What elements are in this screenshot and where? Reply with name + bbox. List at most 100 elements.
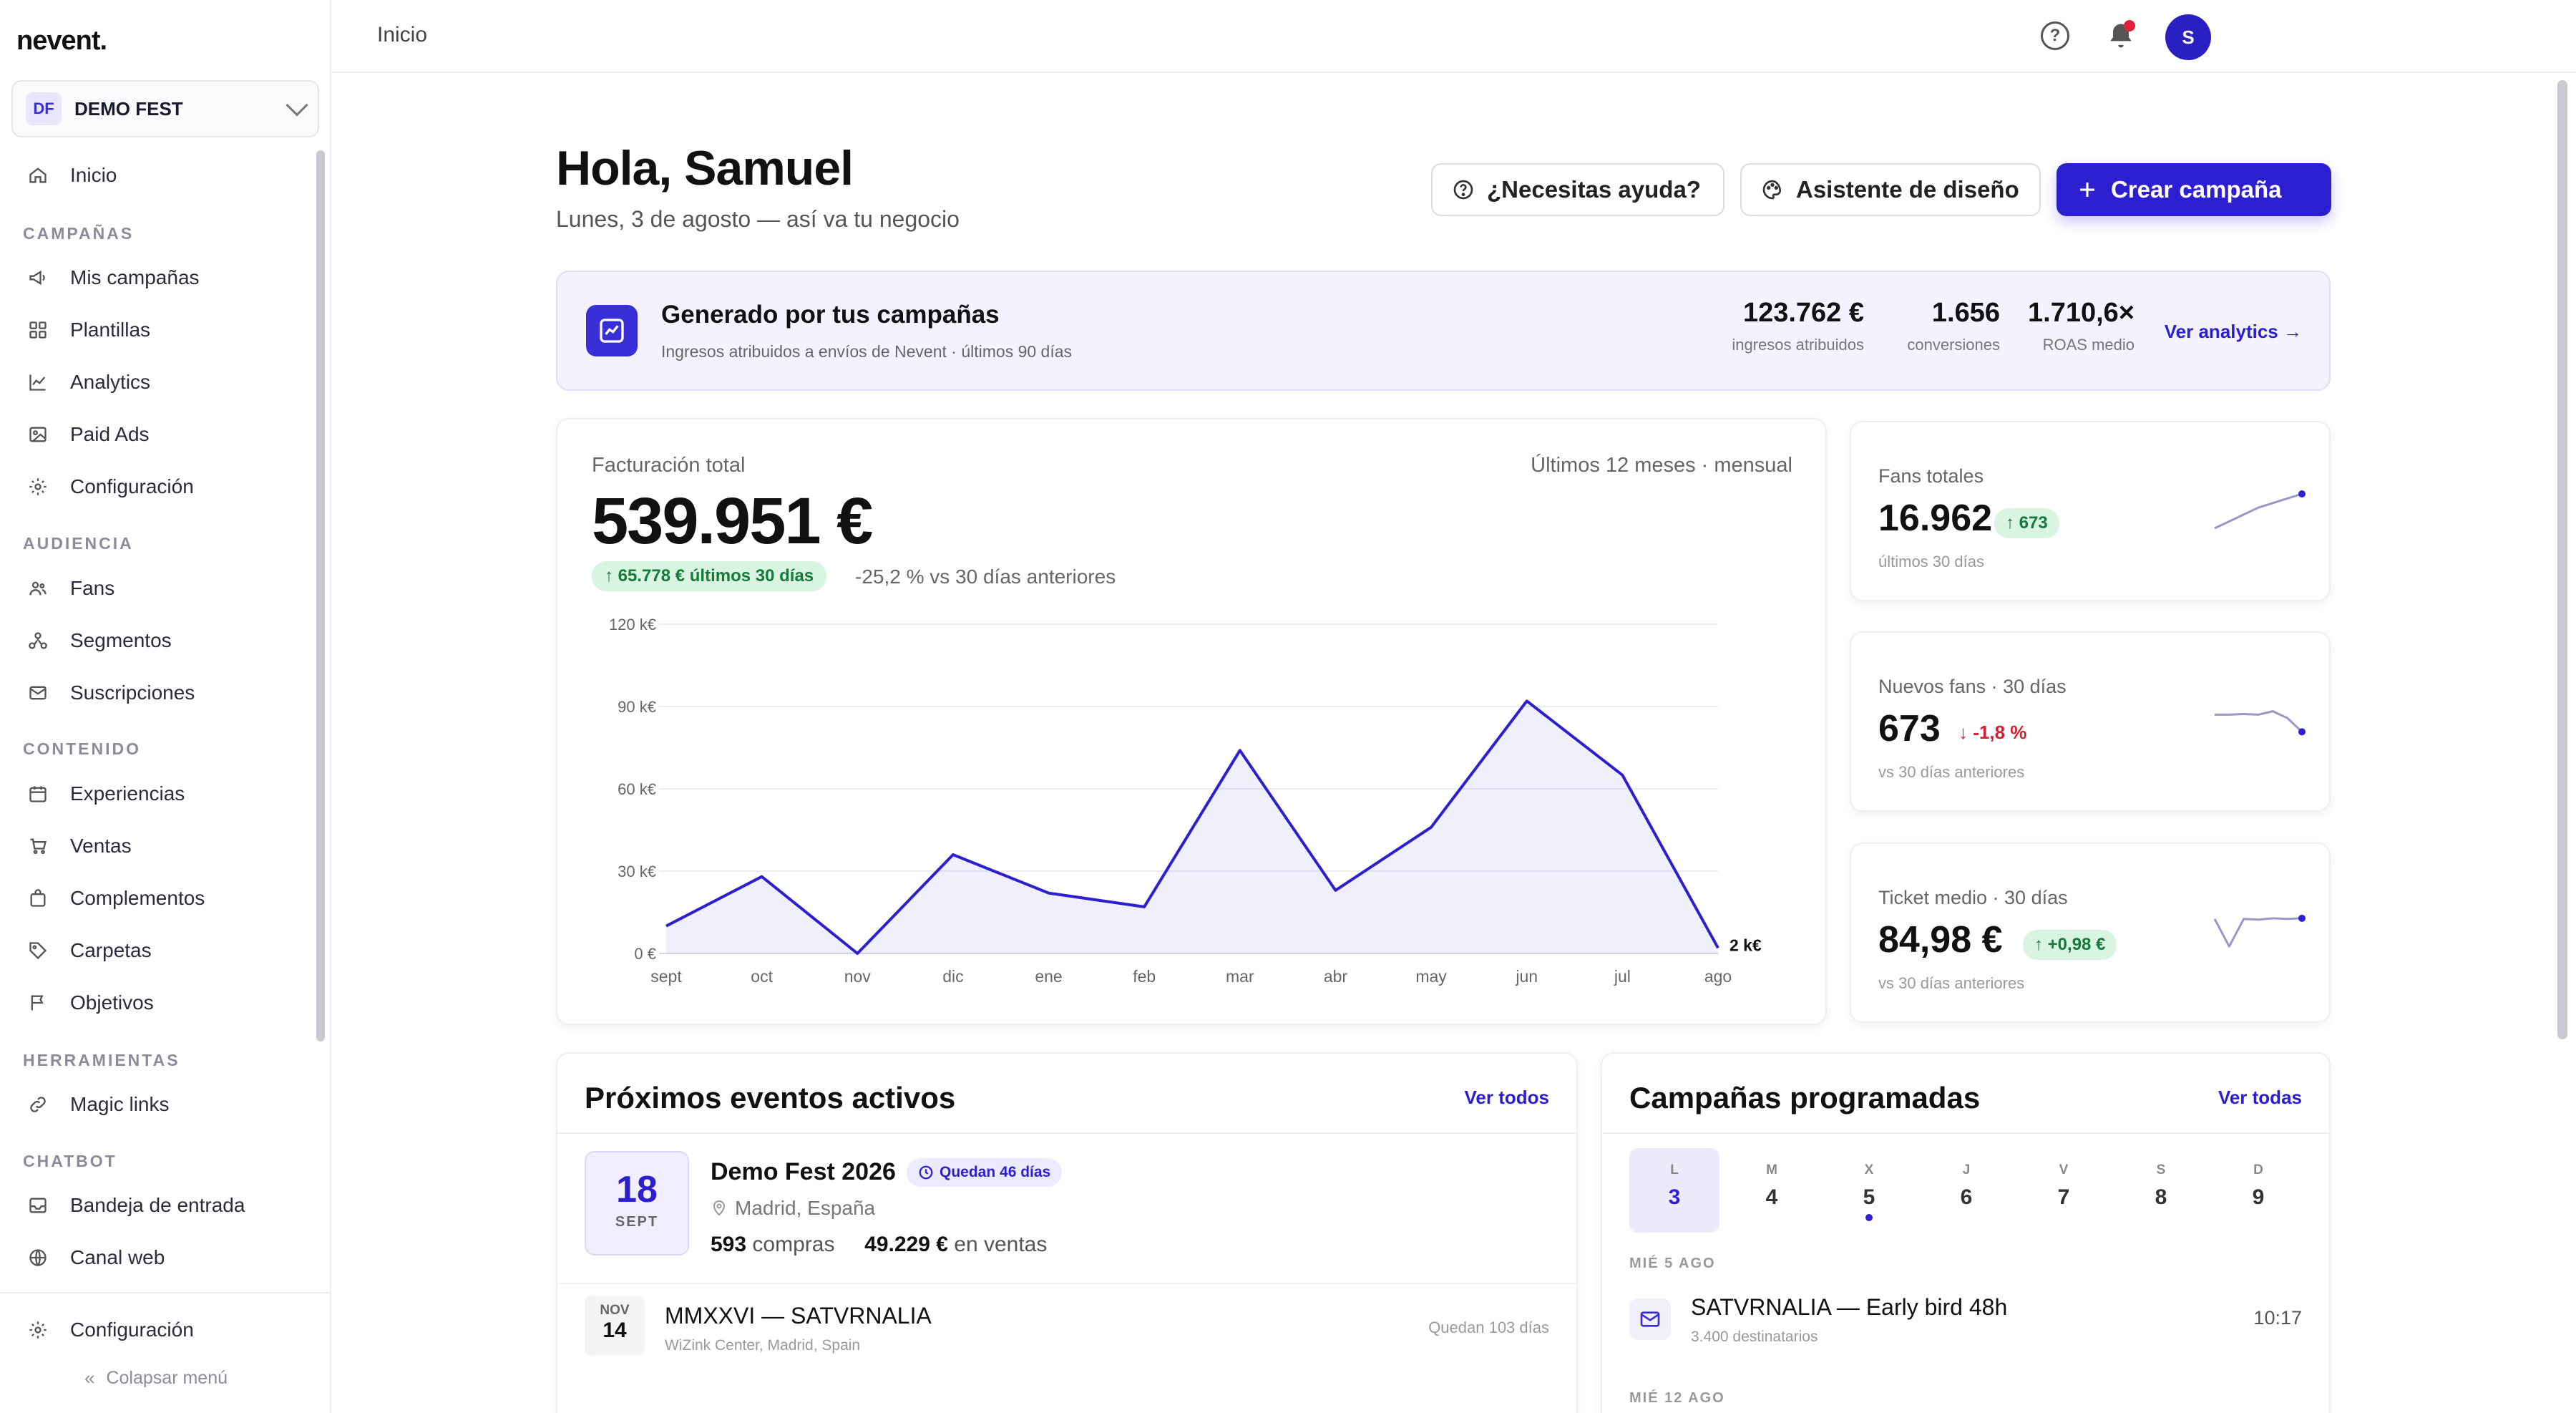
y-tick-label: 0 € bbox=[634, 945, 656, 963]
mail-icon bbox=[27, 682, 49, 704]
sidebar: nevent. DF DEMO FEST Inicio CAMPAÑAS Mis… bbox=[0, 0, 331, 1413]
stat-card-nuevos-fans: Nuevos fans · 30 días 673 ↓ -1,8 % vs 30… bbox=[1850, 631, 2331, 812]
design-button-label: Asistente de diseño bbox=[1796, 176, 2019, 203]
stat-card-fans: Fans totales 16.962 ↑ 673 últimos 30 día… bbox=[1850, 421, 2331, 601]
sidebar-item-label: Magic links bbox=[70, 1093, 170, 1115]
campaign-group-date: MIÉ 5 AGO bbox=[1629, 1256, 1716, 1271]
help-button[interactable]: ¿Necesitas ayuda? bbox=[1431, 163, 1724, 216]
sidebar-item-canal-web[interactable]: Canal web bbox=[11, 1236, 305, 1279]
create-campaign-button[interactable]: Crear campaña bbox=[2057, 163, 2331, 216]
sidebar-item-analytics[interactable]: Analytics bbox=[11, 361, 305, 404]
collapse-label: Colapsar menú bbox=[106, 1368, 228, 1388]
globe-icon bbox=[27, 1247, 49, 1268]
campaign-recipients: 3.400 destinatarios bbox=[1691, 1329, 1818, 1345]
ver-analytics-link[interactable]: Ver analytics → bbox=[2164, 321, 2302, 342]
sidebar-footer-configuracion[interactable]: Configuración bbox=[11, 1308, 305, 1351]
sidebar-item-objetivos[interactable]: Objetivos bbox=[11, 981, 305, 1024]
sidebar-item-label: Suscripciones bbox=[70, 681, 195, 704]
kpi-conversiones: 1.656 conversiones bbox=[1907, 298, 2000, 354]
sidebar-item-label: Bandeja de entrada bbox=[70, 1194, 245, 1216]
sidebar-item-carpetas[interactable]: Carpetas bbox=[11, 929, 305, 972]
main-scrollbar[interactable] bbox=[2557, 80, 2567, 1039]
bag-icon bbox=[27, 888, 49, 909]
x-tick-label: ene bbox=[1035, 967, 1062, 986]
sparkline bbox=[2215, 710, 2306, 736]
sidebar-item-segmentos[interactable]: Segmentos bbox=[11, 619, 305, 662]
segments-icon bbox=[27, 630, 49, 651]
event-name[interactable]: Demo Fest 2026 bbox=[711, 1158, 896, 1185]
users-icon bbox=[27, 578, 49, 599]
help-circle-icon bbox=[1451, 178, 1475, 202]
page-subtitle: Lunes, 3 de agosto — así va tu negocio bbox=[556, 206, 960, 232]
stat-value: 16.962 bbox=[1878, 497, 1993, 539]
sidebar-item-label: Complementos bbox=[70, 887, 205, 909]
sidebar-item-label: Experiencias bbox=[70, 782, 185, 805]
x-tick-label: may bbox=[1415, 967, 1447, 986]
clock-icon bbox=[919, 1165, 933, 1180]
event-day: 18 bbox=[616, 1169, 658, 1210]
revenue-period[interactable]: Últimos 12 meses · mensual bbox=[1531, 454, 1792, 477]
stat-label: Fans totales bbox=[1878, 465, 1984, 487]
sparkline-end-dot bbox=[2298, 728, 2306, 736]
sidebar-item-plantillas[interactable]: Plantillas bbox=[11, 309, 305, 351]
week-day-letter: L bbox=[1670, 1162, 1679, 1178]
sidebar-item-configuracion[interactable]: Configuración bbox=[11, 465, 305, 508]
sidebar-item-label: Inicio bbox=[70, 164, 117, 186]
sparkline bbox=[2213, 914, 2306, 948]
week-day-letter: J bbox=[1962, 1162, 1971, 1178]
design-assistant-button[interactable]: Asistente de diseño bbox=[1740, 163, 2041, 216]
x-tick-label: mar bbox=[1226, 967, 1254, 986]
sparkline-path bbox=[2215, 710, 2303, 733]
app-logo[interactable]: nevent. bbox=[16, 26, 107, 56]
sidebar-item-paid-ads[interactable]: Paid Ads bbox=[11, 413, 305, 456]
ver-todas-link[interactable]: Ver todas bbox=[2218, 1087, 2302, 1108]
grid-icon bbox=[27, 319, 49, 341]
campaign-name[interactable]: SATVRNALIA — Early bird 48h bbox=[1691, 1294, 2008, 1320]
section-chatbot: CHATBOT bbox=[23, 1152, 117, 1170]
ver-todos-link[interactable]: Ver todos bbox=[1464, 1087, 1549, 1108]
stat-label: Nuevos fans · 30 días bbox=[1878, 676, 2067, 697]
event-purchases-label: compras bbox=[752, 1233, 835, 1256]
sidebar-scrollbar[interactable] bbox=[316, 150, 325, 1041]
week-day-number: 6 bbox=[1960, 1185, 1973, 1209]
stat-sub: últimos 30 días bbox=[1878, 553, 1984, 570]
avatar[interactable]: S bbox=[2165, 14, 2211, 60]
sidebar-item-magic-links[interactable]: Magic links bbox=[11, 1083, 305, 1126]
sidebar-item-complementos[interactable]: Complementos bbox=[11, 877, 305, 920]
sidebar-item-inicio[interactable]: Inicio bbox=[11, 154, 305, 197]
week-day-letter: V bbox=[2059, 1162, 2069, 1178]
help-button-label: ¿Necesitas ayuda? bbox=[1487, 176, 1701, 203]
event-name[interactable]: MMXXVI — SATVRNALIA bbox=[665, 1303, 932, 1329]
scheduled-dot bbox=[1865, 1214, 1873, 1221]
kpi-label: conversiones bbox=[1907, 336, 2000, 354]
event-purchases: 593 bbox=[711, 1233, 747, 1256]
events-card: Próximos eventos activos Ver todos 18 SE… bbox=[556, 1052, 1578, 1413]
sidebar-item-experiencias[interactable]: Experiencias bbox=[11, 772, 305, 815]
sidebar-item-suscripciones[interactable]: Suscripciones bbox=[11, 671, 305, 714]
chevron-down-icon bbox=[286, 94, 308, 117]
event-place: Madrid, España bbox=[711, 1197, 875, 1220]
divider bbox=[1602, 1132, 2329, 1134]
help-icon[interactable]: ? bbox=[2041, 21, 2069, 50]
sidebar-item-bandeja[interactable]: Bandeja de entrada bbox=[11, 1184, 305, 1227]
collapse-menu-button[interactable]: « Colapsar menú bbox=[84, 1367, 228, 1389]
breadcrumb[interactable]: Inicio bbox=[377, 23, 428, 47]
stat-badge: ↑ +0,98 € bbox=[2023, 930, 2117, 960]
event-sales-label: en ventas bbox=[954, 1233, 1048, 1256]
create-button-label: Crear campaña bbox=[2111, 176, 2282, 203]
area-fill bbox=[666, 701, 1718, 953]
sidebar-item-mis-campanas[interactable]: Mis campañas bbox=[11, 256, 305, 299]
revenue-compare: -25,2 % vs 30 días anteriores bbox=[855, 565, 1116, 588]
plus-icon bbox=[2075, 178, 2099, 202]
sidebar-item-ventas[interactable]: Ventas bbox=[11, 825, 305, 868]
org-selector[interactable]: DF DEMO FEST bbox=[11, 80, 319, 137]
sidebar-item-fans[interactable]: Fans bbox=[11, 567, 305, 610]
